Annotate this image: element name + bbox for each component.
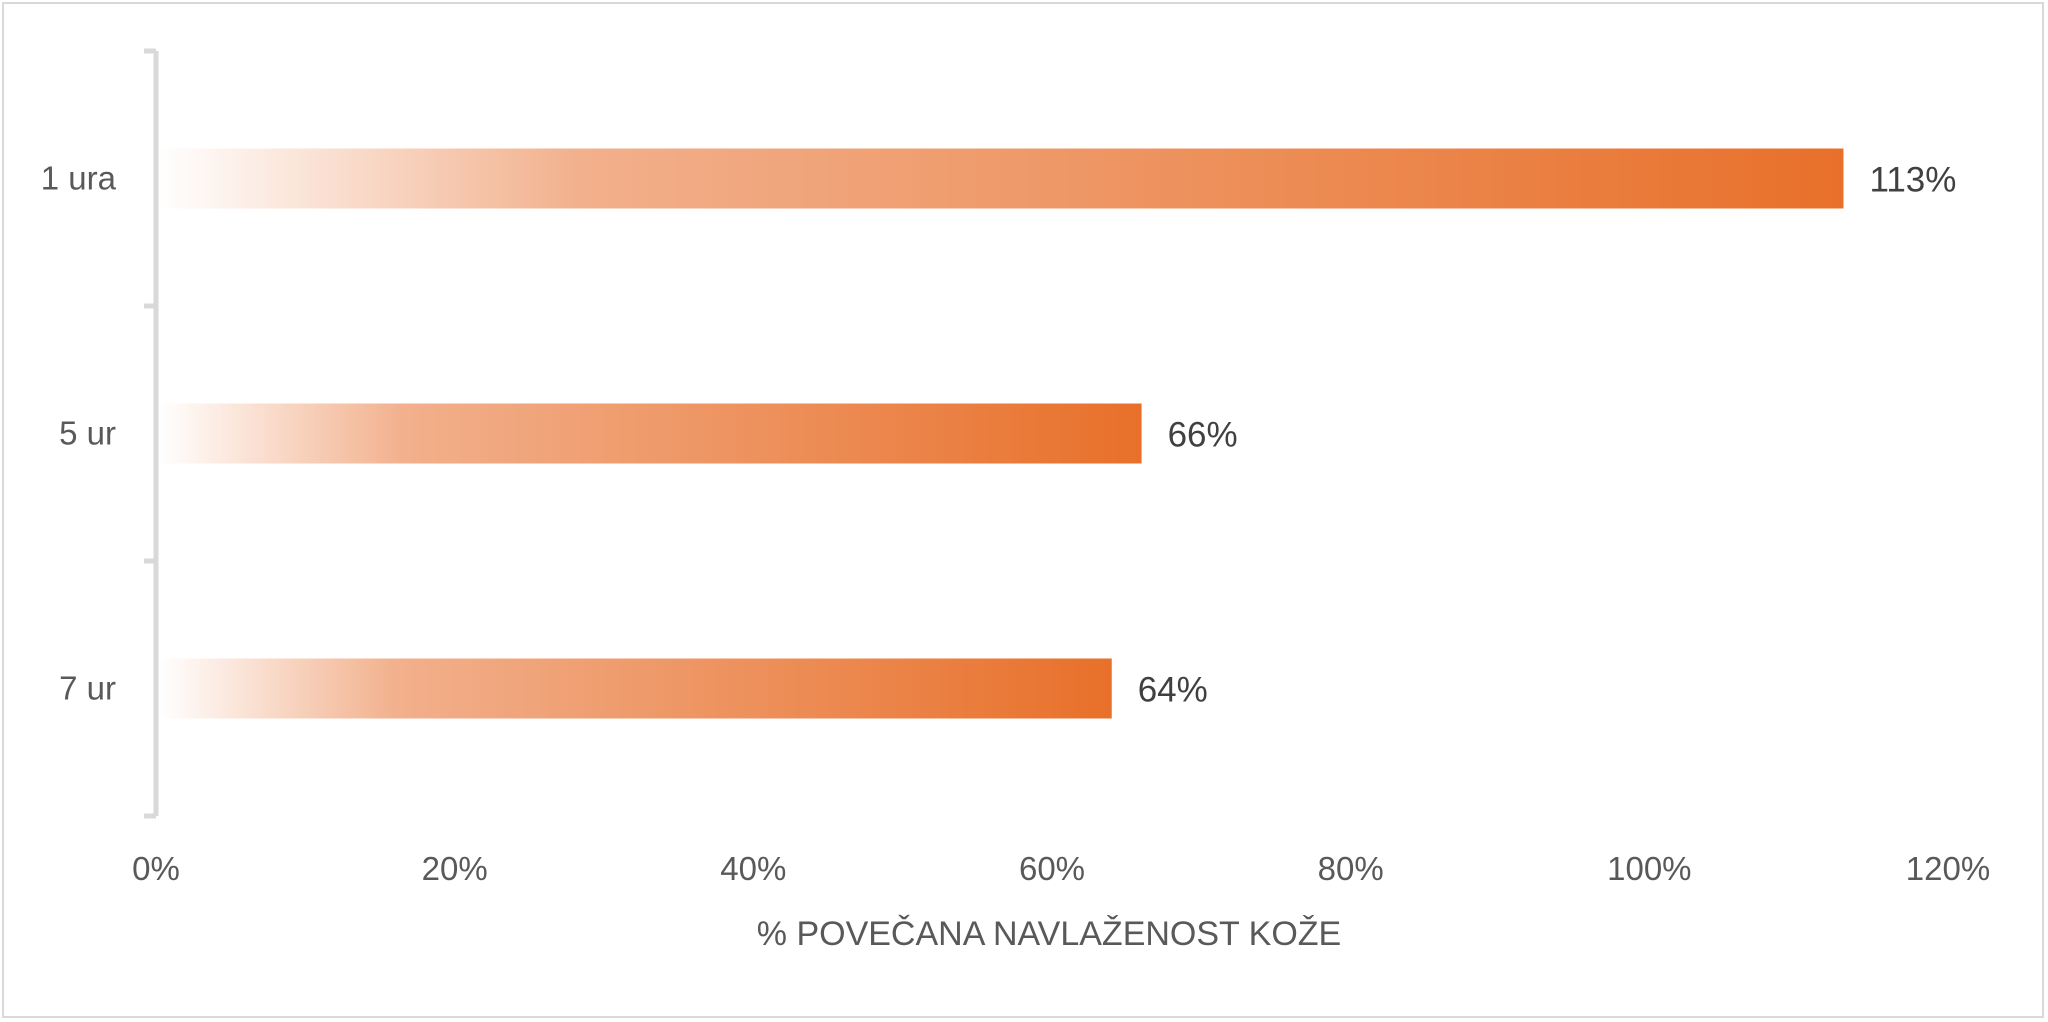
data-label: 113% (1869, 161, 1956, 200)
data-label: 66% (1168, 416, 1238, 455)
x-tick-label: 20% (422, 850, 488, 887)
bar (159, 403, 1142, 464)
data-label: 64% (1138, 671, 1208, 710)
x-axis-title: % POVEČANA NAVLAŽENOST KOŽE (757, 915, 1341, 953)
bar (159, 148, 1844, 209)
labels-layer: 1 ura 113% 5 ur 66% 7 ur 64% 0% 20% 40% 60% 80% 100… (41, 160, 1990, 888)
x-tick-label: 40% (720, 850, 786, 887)
x-tick-label: 0% (132, 850, 180, 887)
x-tick-label: 80% (1318, 850, 1384, 887)
x-tick-label: 120% (1906, 850, 1990, 887)
x-tick-label: 100% (1607, 850, 1691, 887)
category-label: 5 ur (59, 415, 116, 452)
y-axis (144, 48, 159, 819)
category-label: 1 ura (41, 160, 117, 197)
x-tick-label: 60% (1019, 850, 1085, 887)
bars-layer (159, 148, 1844, 719)
bar (159, 658, 1112, 719)
category-label: 7 ur (59, 670, 116, 707)
